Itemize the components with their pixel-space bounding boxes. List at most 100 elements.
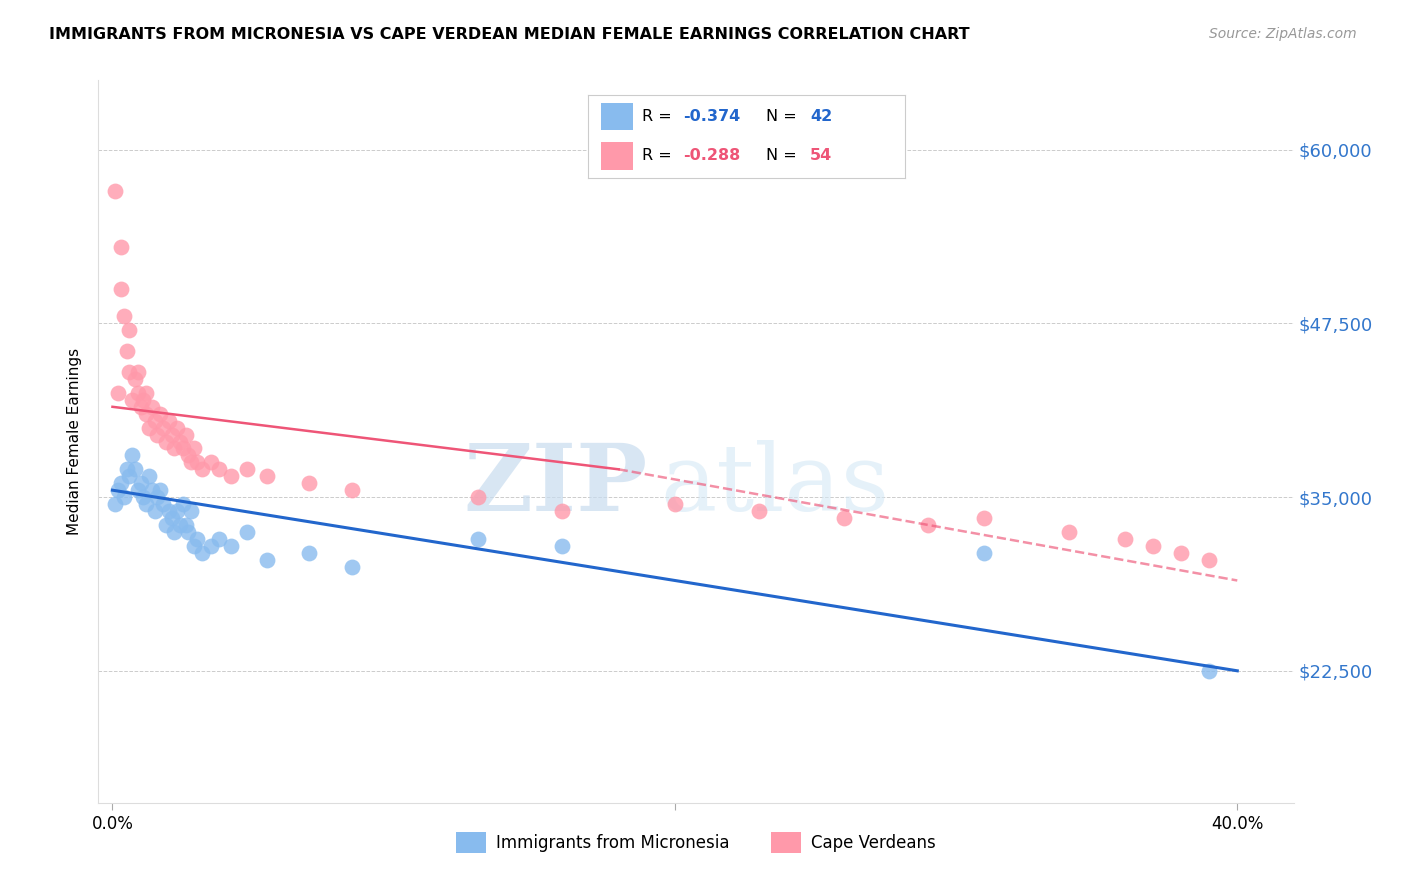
Point [180,504,202,518]
Point [124,372,146,386]
Point [236,524,259,539]
Point [118,365,141,379]
Point [186,532,208,546]
Point [256,469,278,483]
Point [155,517,177,532]
Point [208,532,231,546]
Point [155,434,177,449]
Point [138,469,160,483]
Point [149,483,172,498]
Point [135,385,157,400]
Point [256,552,278,566]
Point [183,539,205,553]
Point [112,490,135,504]
Point [298,546,321,560]
Point [298,476,321,491]
Point [152,420,174,434]
Point [180,455,202,469]
Point [149,407,172,421]
Point [166,504,188,518]
Point [200,539,222,553]
Point [973,546,995,560]
Point [219,469,242,483]
Point [163,524,186,539]
Point [112,310,135,324]
Point [917,517,939,532]
Point [110,282,132,296]
Point [172,442,194,456]
Point [141,400,163,414]
Point [208,462,231,476]
Point [664,497,686,511]
Point [551,539,574,553]
Point [186,455,208,469]
Point [135,497,157,511]
Point [1142,539,1164,553]
Point [141,483,163,498]
Point [1057,524,1080,539]
Point [121,392,143,407]
Point [340,483,363,498]
Point [152,497,174,511]
Point [115,462,138,476]
Point [1114,532,1136,546]
Point [107,483,129,498]
Point [169,434,191,449]
Point [138,420,160,434]
Point [467,532,489,546]
Point [157,504,180,518]
Point [219,539,242,553]
Point [200,455,222,469]
Point [163,442,186,456]
Point [127,385,149,400]
Text: atlas: atlas [661,440,890,530]
Point [191,462,214,476]
Point [191,546,214,560]
Point [236,462,259,476]
Point [135,407,157,421]
Point [129,476,152,491]
Point [157,414,180,428]
Point [115,344,138,359]
Point [132,392,155,407]
Text: Source: ZipAtlas.com: Source: ZipAtlas.com [1209,27,1357,41]
Point [132,490,155,504]
Point [110,476,132,491]
Y-axis label: Median Female Earnings: Median Female Earnings [67,348,83,535]
Point [183,442,205,456]
Point [166,420,188,434]
Point [340,559,363,574]
Text: IMMIGRANTS FROM MICRONESIA VS CAPE VERDEAN MEDIAN FEMALE EARNINGS CORRELATION CH: IMMIGRANTS FROM MICRONESIA VS CAPE VERDE… [49,27,970,42]
Point [748,504,770,518]
Point [160,427,183,442]
Point [174,517,197,532]
Point [177,449,200,463]
Point [146,427,169,442]
Point [107,385,129,400]
Point [973,511,995,525]
Point [169,517,191,532]
Point [1198,552,1220,566]
Text: ZIP: ZIP [464,440,648,530]
Point [1198,664,1220,678]
Point [177,524,200,539]
Point [104,185,127,199]
Point [127,483,149,498]
Point [832,511,855,525]
Point [146,490,169,504]
Point [551,504,574,518]
Point [160,511,183,525]
Point [118,323,141,337]
Point [121,449,143,463]
Legend: Immigrants from Micronesia, Cape Verdeans: Immigrants from Micronesia, Cape Verdean… [450,826,942,860]
Point [143,504,166,518]
Point [467,490,489,504]
Point [172,497,194,511]
Point [174,427,197,442]
Point [124,462,146,476]
Point [143,414,166,428]
Point [1170,546,1192,560]
Point [104,497,127,511]
Point [118,469,141,483]
Point [129,400,152,414]
